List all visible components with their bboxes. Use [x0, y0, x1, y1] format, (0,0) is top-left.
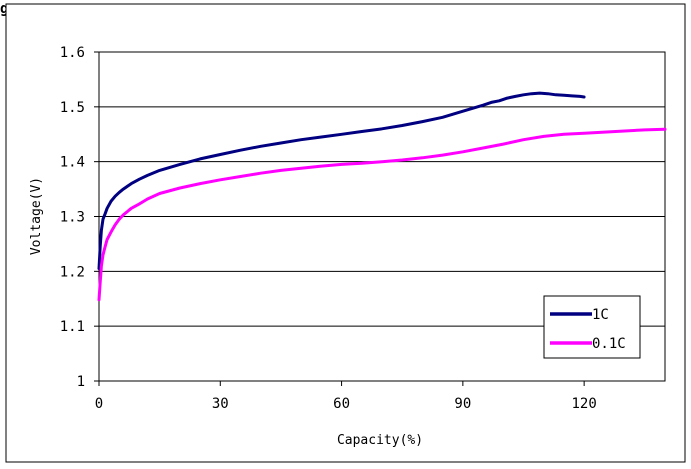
y-axis-title: Voltage(V)	[29, 177, 44, 255]
y-tick-label: 1.1	[60, 319, 85, 335]
x-tick-label: 30	[212, 396, 229, 412]
legend-box	[543, 295, 641, 359]
legend: 1C 0.1C	[543, 295, 641, 359]
y-tick-label: 1	[77, 374, 85, 390]
x-tick-label: 120	[571, 396, 596, 412]
legend-label-1c: 1C	[592, 307, 609, 323]
x-tick-label: 60	[333, 396, 350, 412]
legend-label-0-1c: 0.1C	[592, 336, 626, 352]
y-tick-label: 1.6	[60, 45, 85, 61]
y-tick-label: 1.3	[60, 210, 85, 226]
y-tick-label: 1.5	[60, 100, 85, 116]
x-tick-label: 90	[454, 396, 471, 412]
x-axis-title: Capacity(%)	[337, 433, 423, 448]
page-fragment-text: g	[0, 1, 8, 17]
y-tick-label: 1.2	[60, 264, 85, 280]
axes: 1 1.1 1.2 1.3 1.4 1.5 1.6 0 30 60 90 120	[60, 45, 597, 412]
y-tick-label: 1.4	[60, 155, 85, 171]
series-line-0-1c	[97, 127, 667, 302]
x-tick-label: 0	[95, 396, 103, 412]
series-line-1c	[97, 91, 586, 271]
series-layer	[97, 91, 667, 302]
